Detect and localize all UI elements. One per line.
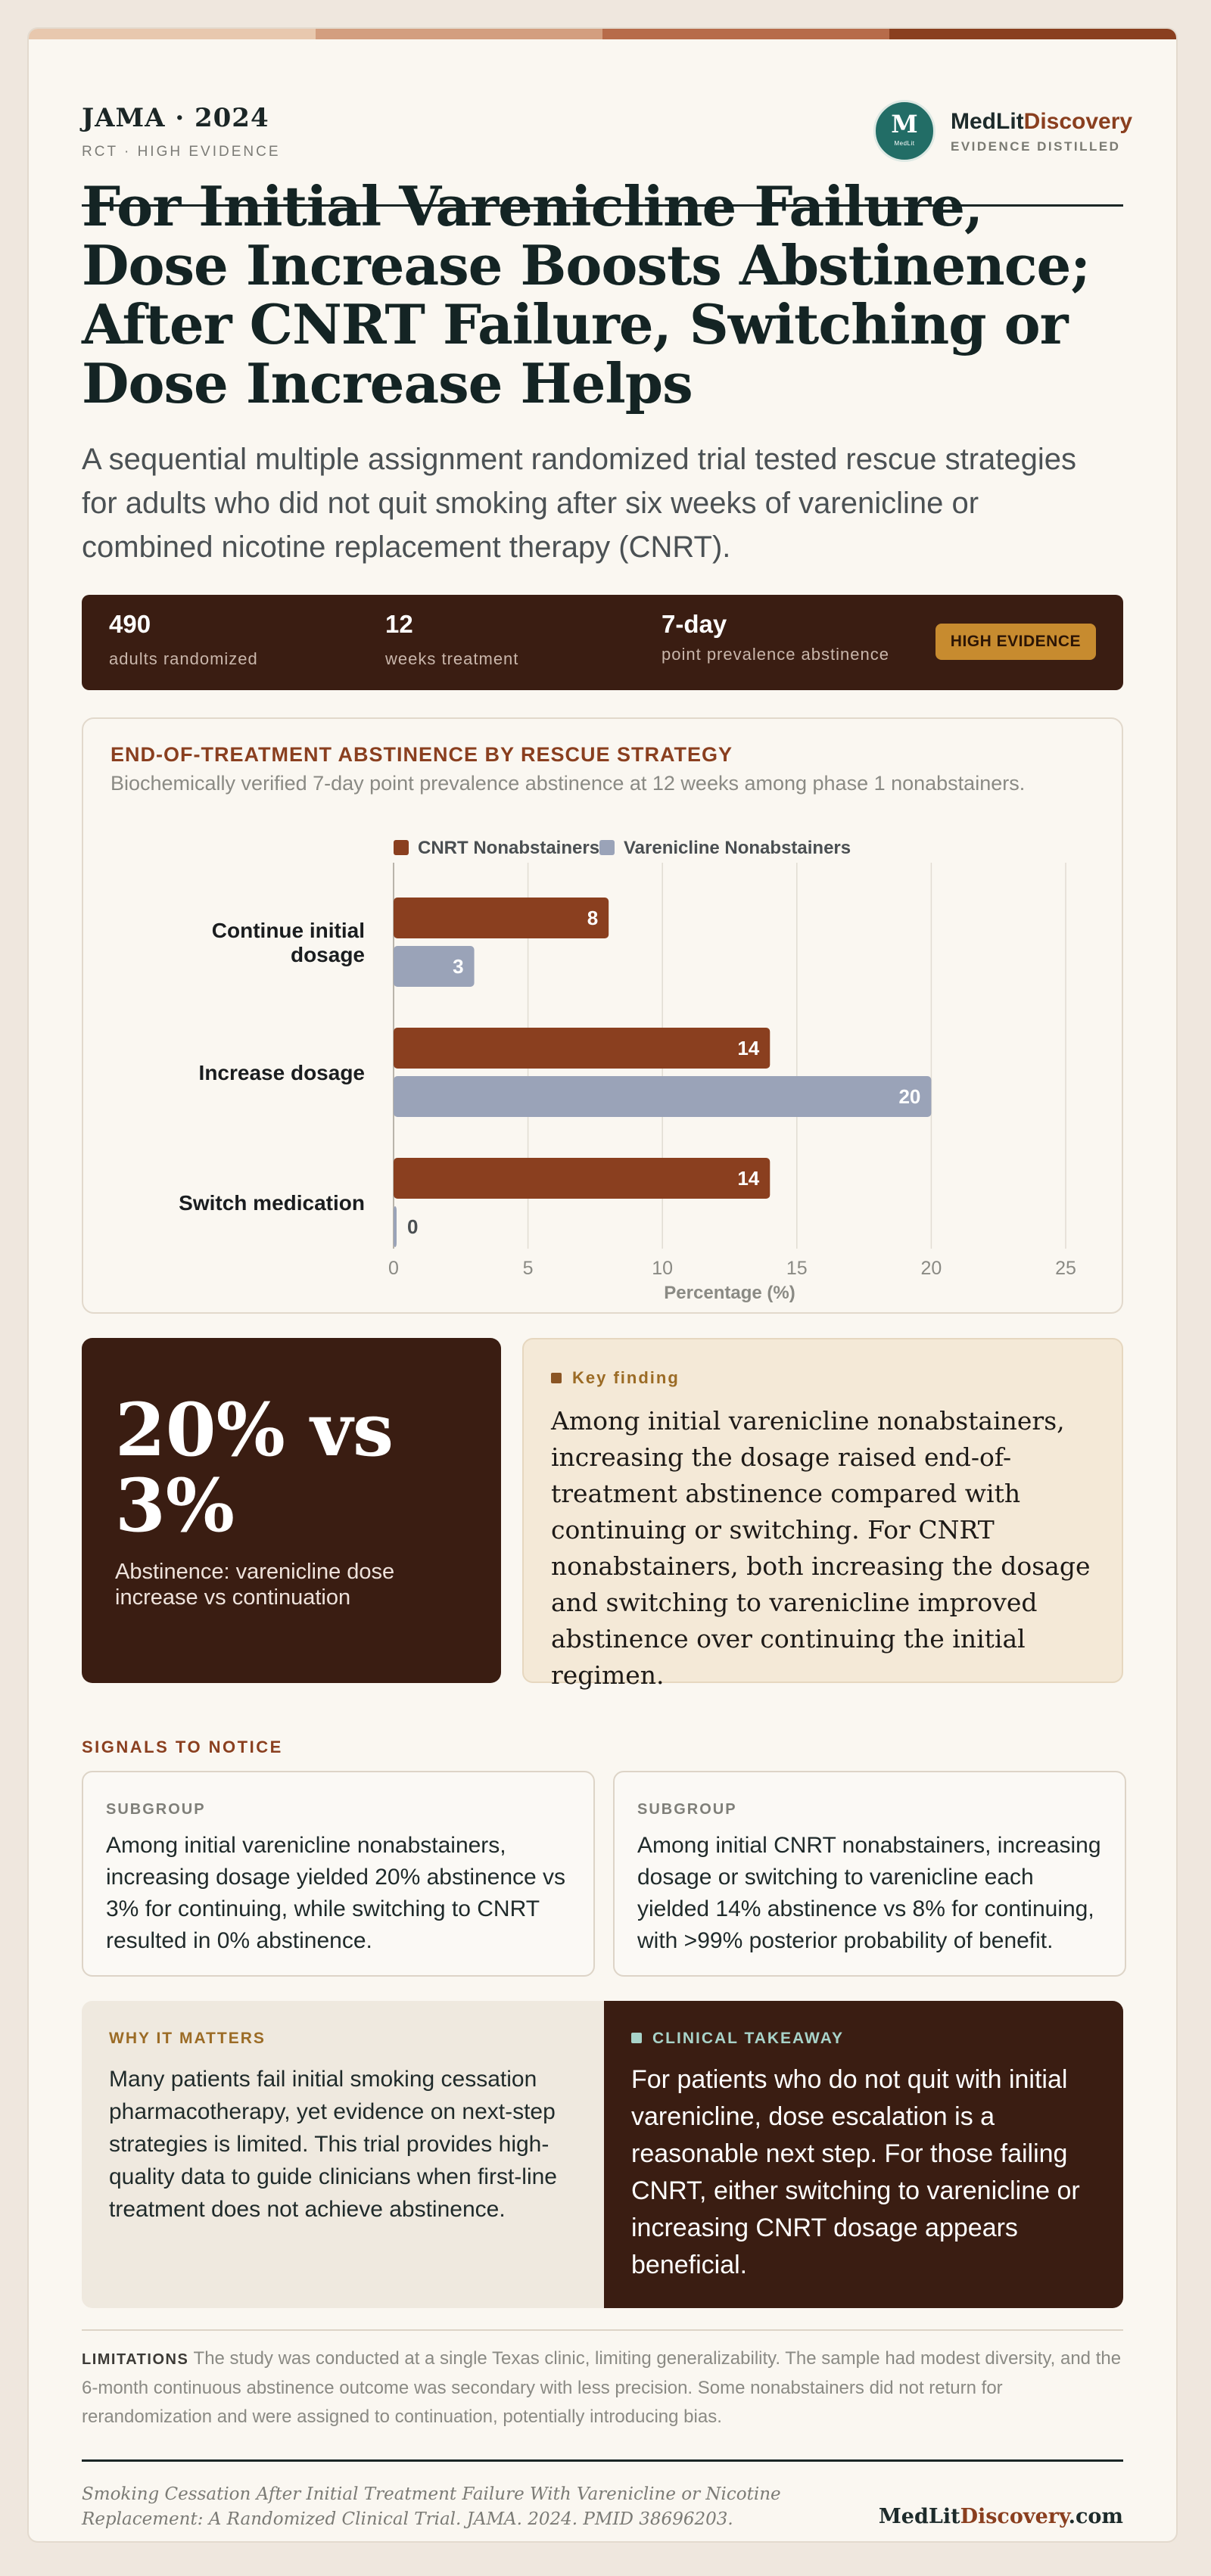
bar <box>394 1076 932 1117</box>
lede: A sequential multiple assignment randomi… <box>82 443 1077 564</box>
tick-label: 10 <box>652 1258 673 1279</box>
data-label: 20 <box>898 1085 920 1108</box>
divider <box>82 2329 1123 2331</box>
signal-text: Among initial CNRT nonabstainers, increa… <box>637 1833 1101 1953</box>
legend-label: CNRT Nonabstainers <box>418 838 599 858</box>
bar <box>394 1028 770 1069</box>
stat-randomized: 490 adults randomized <box>109 610 258 668</box>
footer-divider <box>82 2459 1123 2462</box>
legend-swatch <box>599 840 615 855</box>
tick-label: 15 <box>786 1258 808 1279</box>
bar <box>394 1158 770 1199</box>
infographic-card: JAMA · 2024 RCT · HIGH EVIDENCE M MedLit… <box>27 27 1178 2543</box>
legend-label: Varenicline Nonabstainers <box>624 838 851 858</box>
stripe-segment <box>889 29 1176 39</box>
data-label: 0 <box>407 1215 418 1238</box>
evidence-badge: HIGH EVIDENCE <box>935 624 1096 660</box>
tick-label: 20 <box>920 1258 942 1279</box>
x-axis-label: Percentage (%) <box>664 1283 795 1303</box>
chart-card: END-OF-TREATMENT ABSTINENCE BY RESCUE ST… <box>82 717 1123 1314</box>
tick-label: 0 <box>388 1258 399 1279</box>
footer-brand-link[interactable]: MedLitDiscovery.com <box>878 2505 1123 2528</box>
key-finding-label: Key finding <box>551 1368 680 1388</box>
stripe-segment <box>602 29 889 39</box>
data-label: 14 <box>737 1167 759 1190</box>
stat-outcome: 7-day point prevalence abstinence <box>662 610 889 664</box>
chart-subtitle: Biochemically verified 7-day point preva… <box>111 772 1026 795</box>
bar-chart: 0 5 10 15 20 25 Percentage (%) CNRT Nonabstaine… <box>179 838 1076 1303</box>
clinical-takeaway: CLINICAL TAKEAWAY For patients who do no… <box>604 2001 1123 2308</box>
signals-heading: SIGNALS TO NOTICE <box>82 1738 283 1756</box>
signal-label: SUBGROUP <box>106 1801 206 1818</box>
brand-tagline: EVIDENCE DISTILLED <box>951 139 1121 154</box>
legend-swatch <box>394 840 409 855</box>
category-label: Continue initial dosage <box>212 919 365 966</box>
key-finding-card: Key finding Among initial varenicline no… <box>522 1338 1123 1690</box>
why-it-matters: WHY IT MATTERS Many patients fail initia… <box>82 2001 604 2308</box>
square-icon <box>631 2033 642 2043</box>
bar <box>394 1206 397 1247</box>
brand-logo-icon: M MedLit <box>873 100 935 162</box>
headline: For Initial Varenicline Failure, Dose In… <box>82 174 1091 415</box>
header-divider <box>82 204 1123 207</box>
highlight-caption: Abstinence: varenicline dose increase vs… <box>115 1560 395 1610</box>
takeaway-label: CLINICAL TAKEAWAY <box>631 2030 844 2048</box>
why-text: Many patients fail initial smoking cessa… <box>109 2067 557 2222</box>
data-label: 3 <box>453 955 463 978</box>
tick-label: 25 <box>1055 1258 1076 1279</box>
color-stripe <box>29 29 1176 39</box>
bar <box>394 946 475 987</box>
square-icon <box>551 1373 562 1383</box>
category-label: Switch medication <box>179 1191 365 1215</box>
signal-card: SUBGROUP Among initial varenicline nonab… <box>82 1771 595 1977</box>
stat-weeks: 12 weeks treatment <box>385 610 519 668</box>
highlight-value: 20% vs 3% <box>115 1387 394 1548</box>
data-label: 8 <box>587 907 598 929</box>
header: JAMA · 2024 RCT · HIGH EVIDENCE M MedLit… <box>82 76 1132 207</box>
takeaway-text: For patients who do not quit with initia… <box>631 2065 1080 2279</box>
brand-name: MedLitDiscovery <box>951 109 1133 134</box>
study-type: RCT · HIGH EVIDENCE <box>82 144 281 160</box>
category-label: Increase dosage <box>199 1061 365 1084</box>
bar <box>394 898 609 938</box>
tick-label: 5 <box>523 1258 534 1279</box>
chart-title: END-OF-TREATMENT ABSTINENCE BY RESCUE ST… <box>111 743 733 766</box>
key-finding-text: Among initial varenicline nonabstainers,… <box>551 1406 1091 1690</box>
signal-text: Among initial varenicline nonabstainers,… <box>106 1833 566 1953</box>
signal-label: SUBGROUP <box>637 1801 737 1818</box>
journal-name: JAMA · 2024 <box>82 103 269 133</box>
highlight-stat: 20% vs 3% Abstinence: varenicline dose i… <box>82 1338 501 1683</box>
stripe-segment <box>316 29 602 39</box>
limitations: LIMITATIONS The study was conducted at a… <box>82 2348 1122 2427</box>
why-label: WHY IT MATTERS <box>109 2030 266 2047</box>
stats-bar: 490 adults randomized 12 weeks treatment… <box>82 595 1123 690</box>
brand[interactable]: M MedLit MedLitDiscovery EVIDENCE DISTIL… <box>873 100 1132 163</box>
data-label: 14 <box>737 1037 759 1059</box>
citation: Smoking Cessation After Initial Treatmen… <box>82 2484 781 2529</box>
stripe-segment <box>29 29 316 39</box>
signal-card: SUBGROUP Among initial CNRT nonabstainer… <box>613 1771 1126 1977</box>
